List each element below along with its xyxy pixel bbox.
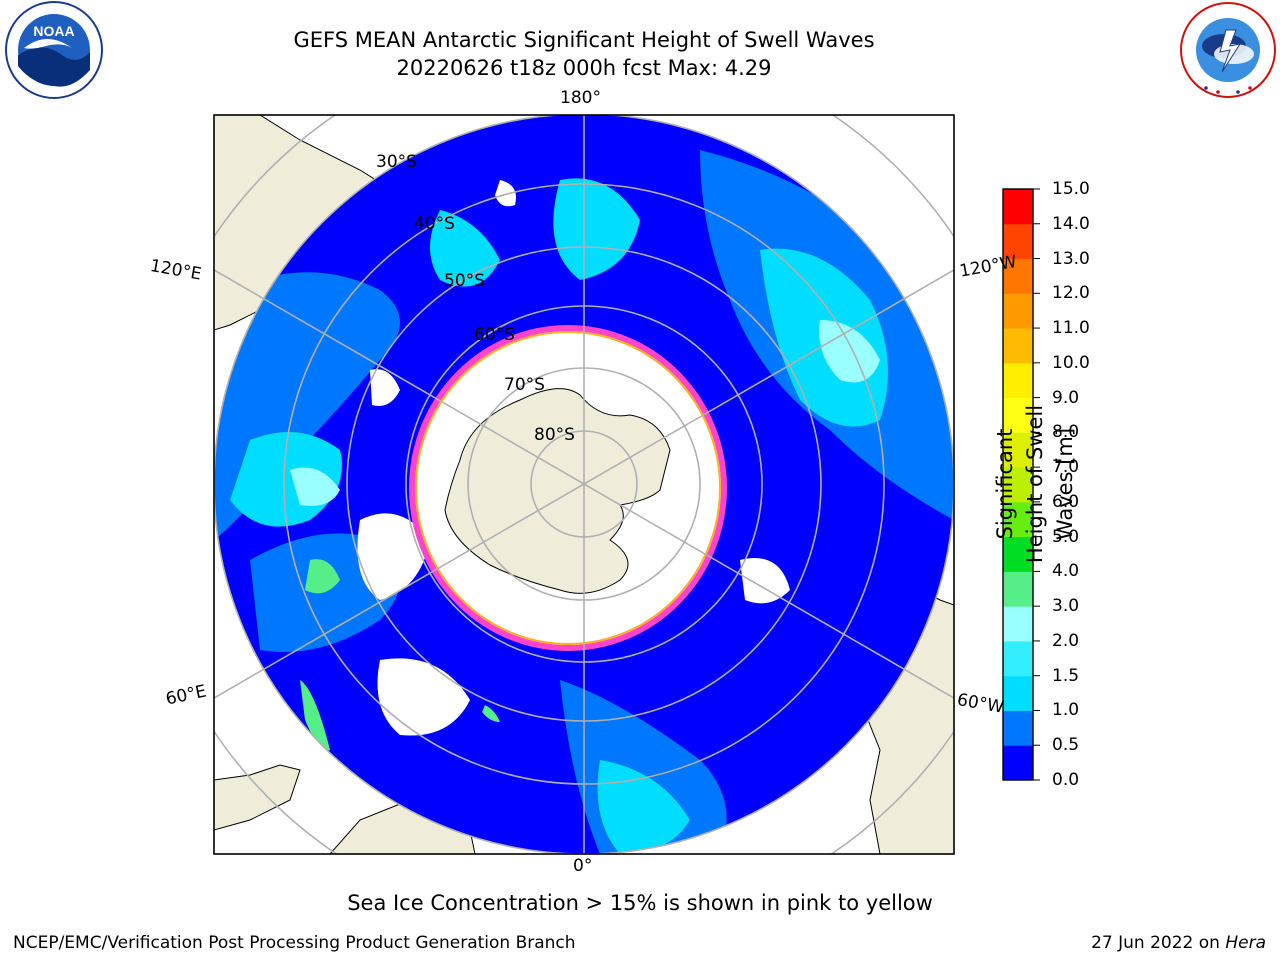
lon-label-180: 180° xyxy=(560,88,601,108)
noaa-logo-text: NOAA xyxy=(33,23,74,39)
map-title: GEFS MEAN Antarctic Significant Height o… xyxy=(293,28,875,52)
colorbar-tick-label: 5.0 xyxy=(1052,526,1080,547)
nws-logo xyxy=(1180,2,1276,98)
colorbar-bin-6.0-7.0 xyxy=(1003,467,1033,503)
colorbar-bin-4.0-5.0 xyxy=(1003,536,1033,572)
colorbar-tick-label: 12.0 xyxy=(1052,283,1090,304)
lat-label-60s: 60°S xyxy=(474,325,515,345)
colorbar-tick-label: 1.5 xyxy=(1052,665,1080,686)
lat-label-40s: 40°S xyxy=(414,214,455,234)
colorbar-bin-1.5-2.0 xyxy=(1003,640,1033,677)
colorbar-frame xyxy=(1002,188,1034,781)
colorbar-bin-9.0-10.0 xyxy=(1003,362,1033,399)
colorbar-tick-label: 4.0 xyxy=(1052,561,1080,582)
footer-host: Hera xyxy=(1225,933,1266,953)
lat-label-30s: 30°S xyxy=(376,152,417,172)
lon-label-0: 0° xyxy=(573,856,593,876)
colorbar-title: Significant Height of Swell Waves [m] xyxy=(993,404,1077,564)
colorbar-bin-11.0-12.0 xyxy=(1003,293,1033,329)
footer-producer: NCEP/EMC/Verification Post Processing Pr… xyxy=(13,933,576,953)
lat-label-50s: 50°S xyxy=(444,271,485,291)
colorbar-tick-label: 14.0 xyxy=(1052,213,1090,234)
map-area xyxy=(214,115,954,854)
swell-band-2.0-3.0 xyxy=(819,320,880,383)
colorbar-tick-label: 8.0 xyxy=(1052,422,1080,443)
colorbar-tick-label: 0.0 xyxy=(1052,770,1080,790)
colorbar-bin-8.0-9.0 xyxy=(1003,397,1033,433)
colorbar-tick-label: 10.0 xyxy=(1052,352,1090,373)
colorbar-tick-label: 3.0 xyxy=(1052,596,1080,617)
lat-label-70s: 70°S xyxy=(504,375,545,395)
colorbar-bin-0.5-1.0 xyxy=(1003,710,1033,746)
colorbar-bin-12.0-13.0 xyxy=(1003,258,1033,294)
footer-date-text: 27 Jun 2022 on xyxy=(1091,933,1226,953)
colorbar-bin-10.0-11.0 xyxy=(1003,328,1033,364)
sea-ice-note: Sea Ice Concentration > 15% is shown in … xyxy=(347,891,933,915)
colorbar-tick-label: 2.0 xyxy=(1052,630,1080,651)
colorbar-bin-14.0-15.0 xyxy=(1003,189,1033,225)
colorbar-bin-3.0-4.0 xyxy=(1003,571,1033,607)
lat-label-80s: 80°S xyxy=(534,425,575,445)
colorbar-tick-label: 6.0 xyxy=(1052,491,1080,512)
noaa-logo: NOAA xyxy=(5,1,103,99)
colorbar-bin-5.0-6.0 xyxy=(1003,501,1033,538)
colorbar-bin-2.0-3.0 xyxy=(1003,606,1033,642)
map-frame xyxy=(213,114,955,855)
colorbar-bin-1.0-1.5 xyxy=(1003,675,1033,711)
swell-band-3.0-4.0 xyxy=(305,559,340,594)
colorbar-tick-label: 1.0 xyxy=(1052,700,1080,721)
colorbar-tick-label: 0.5 xyxy=(1052,735,1080,756)
colorbar-tick-label: 7.0 xyxy=(1052,457,1080,478)
map-subtitle: 20220626 t18z 000h fcst Max: 4.29 xyxy=(396,56,772,80)
colorbar-tick-label: 13.0 xyxy=(1052,248,1090,269)
colorbar-bin-0.0-0.5 xyxy=(1003,745,1033,781)
colorbar xyxy=(1003,188,1040,781)
graticule xyxy=(214,115,954,854)
footer-date: 27 Jun 2022 on Hera xyxy=(1091,933,1266,953)
colorbar-bin-13.0-14.0 xyxy=(1003,223,1033,260)
colorbar-tick-label: 9.0 xyxy=(1052,387,1080,408)
colorbar-tick-label: 11.0 xyxy=(1052,318,1090,339)
colorbar-bin-7.0-8.0 xyxy=(1003,432,1033,468)
colorbar-tick-label: 15.0 xyxy=(1052,179,1090,199)
